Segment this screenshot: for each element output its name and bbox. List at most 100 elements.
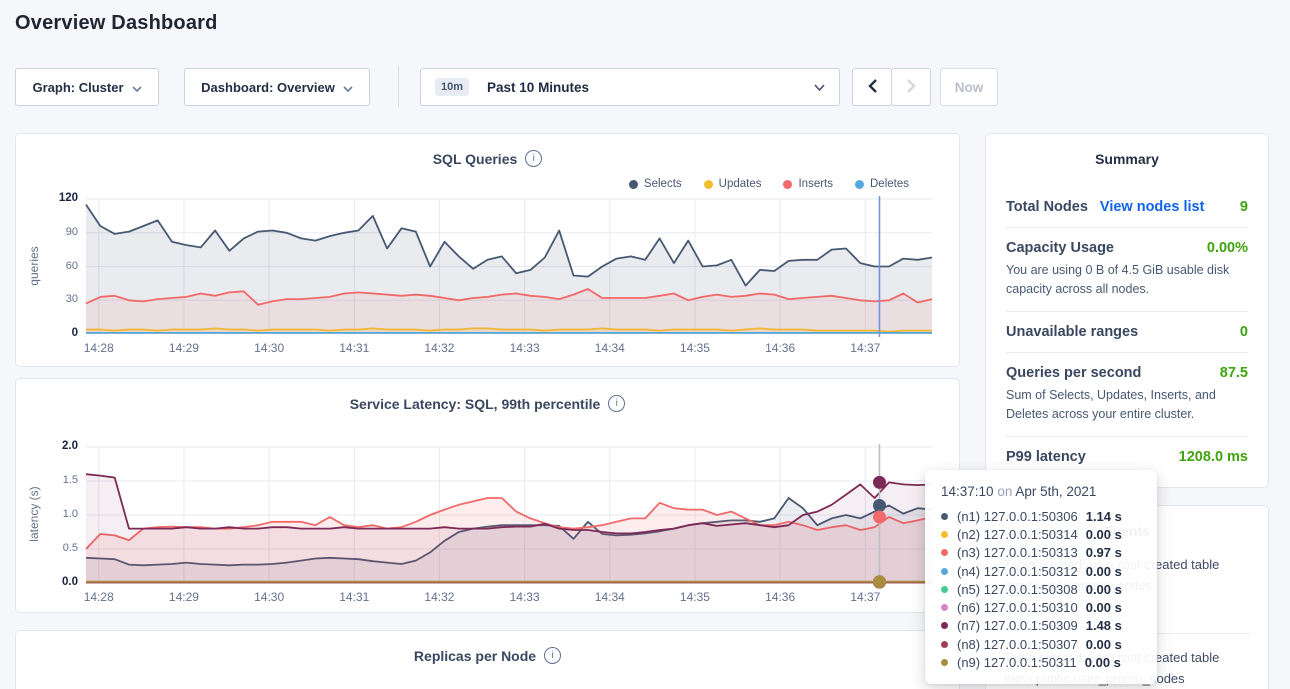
x-tick-label: 14:30 [244, 590, 294, 604]
chart-title: SQL Queries i [16, 150, 959, 167]
legend-item-updates[interactable]: Updates [704, 178, 762, 190]
node-value: 0.00 s [1086, 564, 1122, 579]
chevron-left-icon [867, 78, 878, 97]
legend-label: Inserts [798, 178, 833, 190]
legend-item-selects[interactable]: Selects [629, 178, 682, 190]
total-nodes-label: Total Nodes [1006, 199, 1088, 215]
x-tick-label: 14:33 [500, 341, 550, 355]
sql-queries-plot[interactable] [86, 199, 932, 334]
capacity-usage-value: 0.00% [1207, 240, 1248, 256]
next-range-button[interactable] [891, 68, 931, 106]
capacity-usage-desc: You are using 0 B of 4.5 GiB usable disk… [1006, 261, 1248, 299]
y-tick-label: 30 [24, 293, 78, 305]
x-tick-label: 14:33 [500, 590, 550, 604]
queries-per-second-row: Queries per second 87.5 Sum of Selects, … [1006, 353, 1248, 437]
node-color-dot [941, 659, 948, 666]
node-label: (n5) 127.0.0.1:50308 [957, 582, 1078, 597]
sql-queries-title: SQL Queries [433, 151, 518, 167]
queries-per-second-value: 87.5 [1220, 365, 1248, 381]
tooltip-row: (n2) 127.0.0.1:503140.00 s [941, 525, 1147, 543]
toolbar-divider [398, 66, 399, 107]
x-tick-label: 14:35 [670, 341, 720, 355]
hover-tooltip: 14:37:10 on Apr 5th, 2021 (n1) 127.0.0.1… [925, 470, 1157, 684]
legend-item-deletes[interactable]: Deletes [855, 178, 909, 190]
y-tick-label: 0.5 [24, 542, 78, 554]
info-icon[interactable]: i [608, 395, 625, 412]
y-tick-label: 60 [24, 260, 78, 272]
node-color-dot [941, 586, 948, 593]
chevron-down-icon [132, 80, 142, 95]
tooltip-row: (n8) 127.0.0.1:50307 0.00 s [941, 635, 1147, 653]
node-label: (n6) 127.0.0.1:50310 [957, 600, 1078, 615]
chart-title: Replicas per Node i [16, 647, 959, 664]
time-range-picker[interactable]: 10m Past 10 Minutes [420, 68, 840, 106]
y-tick-label: 2.0 [24, 440, 78, 452]
x-tick-label: 14:31 [329, 341, 379, 355]
chevron-down-icon [343, 80, 353, 95]
tooltip-row: (n5) 127.0.0.1:50308 0.00 s [941, 580, 1147, 598]
x-tick-label: 14:29 [159, 341, 209, 355]
capacity-usage-row: Capacity Usage 0.00% You are using 0 B o… [1006, 228, 1248, 312]
tooltip-row: (n6) 127.0.0.1:50310 0.00 s [941, 598, 1147, 616]
tooltip-row: (n3) 127.0.0.1:503130.97 s [941, 544, 1147, 562]
view-nodes-list-link[interactable]: View nodes list [1100, 199, 1205, 215]
queries-per-second-label: Queries per second [1006, 365, 1141, 381]
service-latency-card: Service Latency: SQL, 99th percentile i … [15, 378, 960, 613]
replicas-per-node-card: Replicas per Node i [15, 630, 960, 689]
legend-label: Deletes [870, 178, 909, 190]
node-color-dot [941, 549, 948, 556]
node-color-dot [941, 531, 948, 538]
node-label: (n1) 127.0.0.1:50306 [957, 509, 1078, 524]
node-label: (n9) 127.0.0.1:50311 [957, 655, 1077, 670]
hover-dot [873, 499, 886, 512]
tooltip-row: (n7) 127.0.0.1:503091.48 s [941, 617, 1147, 635]
unavailable-ranges-row: Unavailable ranges 0 [1006, 312, 1248, 353]
tooltip-row: (n1) 127.0.0.1:50306 1.14 s [941, 507, 1147, 525]
legend: Selects Updates Inserts Deletes [629, 178, 909, 190]
x-tick-label: 14:37 [840, 590, 890, 604]
prev-range-button[interactable] [852, 68, 892, 106]
node-value: 0.00 s [1086, 637, 1122, 652]
tooltip-date: Apr 5th, 2021 [1015, 484, 1096, 499]
node-label: (n3) 127.0.0.1:50313 [957, 545, 1078, 560]
node-value: 1.14 s [1086, 509, 1122, 524]
service-latency-plot[interactable] [86, 447, 932, 583]
total-nodes-value: 9 [1240, 199, 1248, 215]
y-tick-label: 90 [24, 226, 78, 238]
unavailable-ranges-value: 0 [1240, 324, 1248, 340]
tooltip-time: 14:37:10 [941, 484, 994, 499]
legend-dot [629, 180, 638, 189]
unavailable-ranges-label: Unavailable ranges [1006, 324, 1138, 340]
node-value: 0.00 s [1086, 527, 1122, 542]
node-color-dot [941, 622, 948, 629]
x-tick-label: 14:32 [414, 590, 464, 604]
info-icon[interactable]: i [525, 150, 542, 167]
replicas-per-node-title: Replicas per Node [414, 648, 536, 664]
y-tick-label: 1.5 [24, 474, 78, 486]
time-range-label: Past 10 Minutes [487, 80, 589, 95]
node-color-dot [941, 513, 948, 520]
y-tick-label: 1.0 [24, 508, 78, 520]
summary-panel: Summary Total Nodes View nodes list 9 Ca… [985, 133, 1269, 488]
time-range-badge: 10m [435, 78, 469, 96]
y-tick-label: 0.0 [24, 576, 78, 588]
chart-title: Service Latency: SQL, 99th percentile i [16, 395, 959, 412]
node-value: 0.00 s [1086, 600, 1122, 615]
graph-dropdown[interactable]: Graph: Cluster [15, 68, 159, 106]
legend-item-inserts[interactable]: Inserts [783, 178, 833, 190]
node-label: (n8) 127.0.0.1:50307 [957, 637, 1078, 652]
dashboard-dropdown[interactable]: Dashboard: Overview [184, 68, 370, 106]
chevron-right-icon [906, 78, 917, 97]
x-tick-label: 14:34 [585, 341, 635, 355]
now-button[interactable]: Now [940, 68, 998, 106]
tooltip-row: (n9) 127.0.0.1:503110.00 s [941, 653, 1147, 671]
info-icon[interactable]: i [544, 647, 561, 664]
hover-dot [873, 511, 886, 524]
x-tick-label: 14:34 [585, 590, 635, 604]
capacity-usage-label: Capacity Usage [1006, 240, 1114, 256]
x-tick-label: 14:29 [159, 590, 209, 604]
hover-dot [873, 575, 886, 588]
x-tick-label: 14:32 [414, 341, 464, 355]
node-value: 0.00 s [1086, 582, 1122, 597]
x-tick-label: 14:35 [670, 590, 720, 604]
